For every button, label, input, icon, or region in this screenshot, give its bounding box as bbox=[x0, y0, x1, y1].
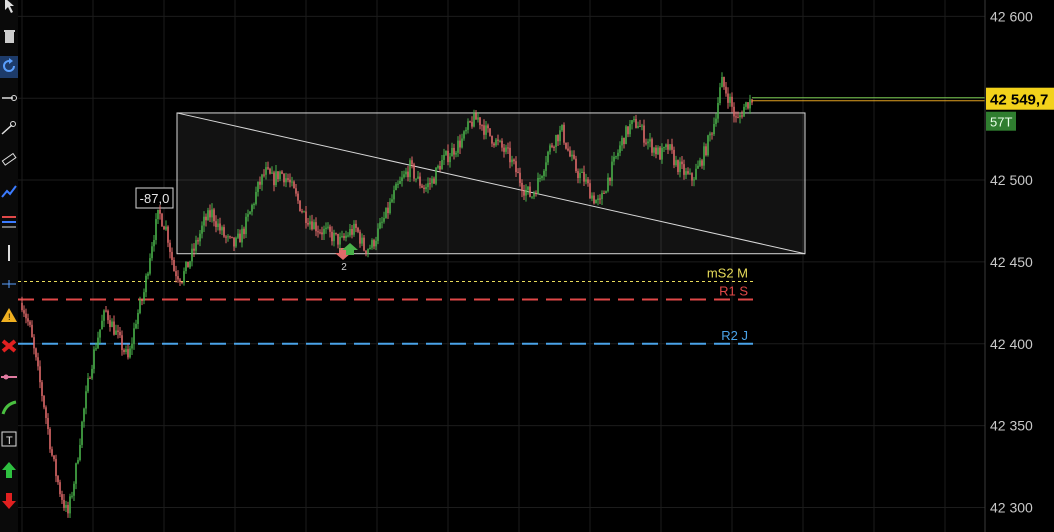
range-rectangle-layer: -87,0 2 bbox=[135, 112, 806, 273]
volume-tag-label: 57T bbox=[990, 115, 1012, 130]
last-price-label: 42 549,7 bbox=[990, 92, 1048, 109]
toolbar-button-buy-arrow[interactable] bbox=[0, 459, 18, 481]
crosshair-icon bbox=[0, 274, 18, 294]
price-axis-label: 42 400 bbox=[990, 336, 1033, 352]
alert-icon: ! bbox=[0, 305, 18, 325]
ray-tool-icon bbox=[0, 119, 18, 139]
price-axis-label: 42 350 bbox=[990, 418, 1033, 434]
range-measure-box bbox=[135, 187, 174, 209]
toolbar-button-close-order[interactable] bbox=[0, 335, 18, 357]
ruler-icon bbox=[0, 150, 18, 170]
pivot-levels: mS2 M R1 S R2 J bbox=[18, 266, 753, 345]
text-icon: T bbox=[0, 429, 18, 449]
toolbar-button-crosshair[interactable] bbox=[0, 273, 18, 295]
indicator-icon bbox=[0, 181, 18, 201]
refresh-icon bbox=[0, 57, 18, 77]
range-measure-label: -87,0 bbox=[140, 191, 170, 206]
last-price-tag bbox=[986, 87, 1054, 110]
toolbar-button-indicator[interactable] bbox=[0, 180, 18, 202]
cursor-icon bbox=[0, 0, 18, 15]
toolbar-button-sell-arrow[interactable] bbox=[0, 490, 18, 512]
toolbar-button-trash[interactable] bbox=[0, 25, 18, 47]
last-price-line-layer bbox=[752, 97, 985, 102]
price-axis-label: 42 450 bbox=[990, 254, 1033, 270]
price-tags: 42 549,7 57T bbox=[986, 87, 1054, 131]
toolbar-button-ray-tool[interactable] bbox=[0, 118, 18, 140]
price-axis-label: 42 500 bbox=[990, 172, 1033, 188]
chart-grid bbox=[18, 0, 985, 532]
trend-diagonal-line bbox=[176, 112, 806, 255]
toolbar-button-line-tool[interactable] bbox=[0, 87, 18, 109]
volume-tag bbox=[986, 111, 1016, 131]
trash-icon bbox=[0, 26, 18, 46]
toolbar-button-refresh[interactable] bbox=[0, 56, 18, 78]
line-tool-icon bbox=[0, 88, 18, 108]
fibonacci-icon bbox=[0, 212, 18, 232]
vertical-line-icon bbox=[0, 243, 18, 263]
close-order-icon bbox=[0, 336, 18, 356]
pivot-level-label: R1 S bbox=[719, 284, 748, 299]
drawing-toolbar: ! T bbox=[0, 0, 18, 532]
buy-arrow-icon bbox=[0, 460, 18, 480]
pivot-level-label: R2 J bbox=[721, 328, 748, 343]
sell-arrow-icon bbox=[0, 491, 18, 511]
pivot-level-label: mS2 M bbox=[707, 266, 748, 281]
toolbar-button-curve[interactable] bbox=[0, 397, 18, 419]
toolbar-button-price-level[interactable] bbox=[0, 366, 18, 388]
svg-text:!: ! bbox=[8, 312, 11, 322]
toolbar-button-fibonacci[interactable] bbox=[0, 211, 18, 233]
price-axis-label: 42 300 bbox=[990, 499, 1033, 515]
price-axis-label: 42 600 bbox=[990, 8, 1033, 24]
toolbar-button-text[interactable]: T bbox=[0, 428, 18, 450]
price-level-icon bbox=[0, 367, 18, 387]
curve-icon bbox=[0, 398, 18, 418]
toolbar-button-ruler[interactable] bbox=[0, 149, 18, 171]
toolbar-button-cursor[interactable] bbox=[0, 0, 18, 16]
toolbar-button-alert[interactable]: ! bbox=[0, 304, 18, 326]
svg-text:T: T bbox=[6, 435, 13, 447]
buy-marker-icon bbox=[342, 243, 358, 255]
candles bbox=[21, 72, 753, 519]
toolbar-button-vertical-line[interactable] bbox=[0, 242, 18, 264]
marker-count-label: 2 bbox=[341, 262, 347, 273]
